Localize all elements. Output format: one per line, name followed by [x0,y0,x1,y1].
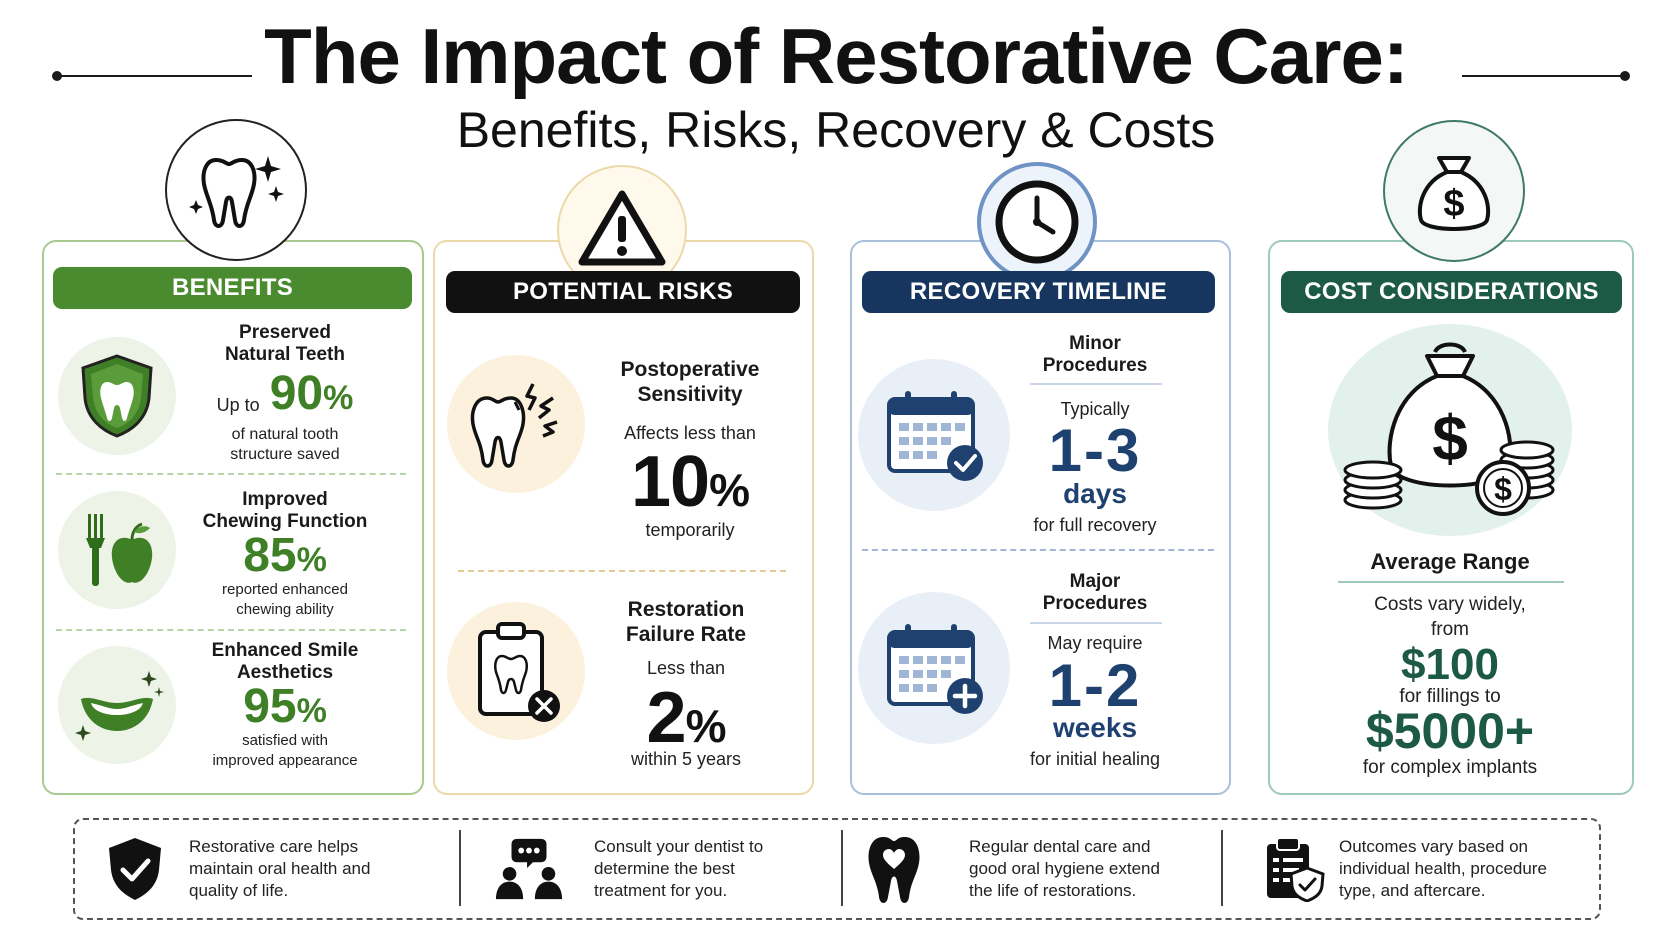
shield-check-icon [100,834,170,904]
risk-1-post: temporarily [645,520,735,540]
footer-note-3: Regular dental care and good oral hygien… [969,837,1160,900]
benefit-2-unit: % [296,541,327,579]
recovery-2-pre: May require [1047,633,1143,653]
recovery-divider [862,549,1214,551]
benefit-1-value: 90 [269,367,324,420]
shield-tooth-icon [58,337,176,455]
clipboard-shield-icon [1259,834,1329,904]
smile-icon [58,646,176,764]
risk-1-value: 10 [631,442,710,522]
svg-text:$: $ [1494,471,1512,507]
risk-2-unit: % [685,700,727,752]
benefit-1-unit: % [323,379,354,417]
title-rule-left [52,71,252,81]
benefit-1-label: Preserved Natural Teeth [224,322,345,365]
risk-2-label: Restoration Failure Rate [625,598,747,646]
risk-2-stat: 2% [586,680,786,764]
risks-header: POTENTIAL RISKS [446,271,800,313]
cost-underline [1338,581,1564,583]
recovery-2-unit: weeks [1052,712,1138,743]
footer-box [73,818,1601,920]
page-subtitle: Benefits, Risks, Recovery & Costs [456,102,1216,158]
footer-note-1: Restorative care helps maintain oral hea… [189,837,371,900]
footer-note-2: Consult your dentist to determine the be… [594,837,764,900]
page-title: The Impact of Restorative Care: [264,12,1409,100]
svg-text:$: $ [1443,183,1464,225]
cost-high-desc: for complex implants [1362,757,1538,778]
sparkling-tooth-icon [165,119,307,261]
benefit-2-value: 85 [243,529,297,582]
recovery-2-post: for initial healing [1029,749,1161,769]
cost-low: $100 [1401,640,1499,689]
recovery-1-label: Minor Procedures [1042,333,1148,376]
benefit-3-value: 95 [243,680,297,733]
benefit-3-unit: % [296,692,327,730]
benefits-header: BENEFITS [53,267,412,309]
risk-2-pre: Less than [646,658,726,678]
money-bag-icon: $ [1383,120,1525,262]
cost-low-desc: for fillings to [1399,686,1501,707]
benefits-divider-1 [56,473,406,475]
risk-1-stat: 10% [590,444,790,528]
recovery-2-underline [1030,622,1162,624]
risk-1-unit: % [709,464,750,516]
footer-separator-3 [1221,830,1223,906]
benefit-1-desc: of natural tooth structure saved [230,426,340,463]
people-chat-icon [494,834,564,904]
benefit-2-stat: 85% [190,530,380,586]
benefit-1-prefix: Up to [216,394,260,415]
clipboard-tooth-icon [447,602,585,740]
cost-desc: Costs vary widely, from [1374,594,1526,640]
recovery-1-underline [1030,383,1162,385]
benefit-3-desc: satisfied with improved appearance [212,732,358,769]
benefit-2-desc: reported enhanced chewing ability [222,581,348,618]
title-rule-right [1462,71,1630,81]
risk-2-value: 2 [646,678,687,758]
cost-label: Average Range [1370,549,1530,574]
fork-apple-icon [58,491,176,609]
benefit-1-stat: Up to 90% [190,368,380,424]
risk-2-post: within 5 years [630,749,742,769]
risks-divider [458,570,786,572]
recovery-header: RECOVERY TIMELINE [862,271,1215,313]
svg-text:$: $ [1432,402,1468,474]
benefit-2-label: Improved Chewing Function [202,489,368,532]
benefit-3-stat: 95% [190,681,380,737]
risk-1-label: Postoperative Sensitivity [620,358,760,406]
recovery-1-post: for full recovery [1033,515,1157,535]
cost-header: COST CONSIDERATIONS [1281,271,1622,313]
risk-1-pre: Affects less than [624,423,756,443]
benefit-3-label: Enhanced Smile Aesthetics [211,640,359,683]
recovery-1-value: 1-3 [1048,417,1142,484]
title-block: The Impact of Restorative Care: Benefits… [0,10,1672,160]
calendar-plus-icon [858,592,1010,744]
benefits-divider-2 [56,629,406,631]
footer-separator-2 [841,830,843,906]
money-bag-coins-icon: $ $ [1328,324,1572,536]
footer-note-4: Outcomes vary based on individual health… [1339,837,1547,900]
cost-high: $5000+ [1365,703,1535,759]
clock-icon [977,162,1097,282]
recovery-1-pre: Typically [1060,399,1130,419]
recovery-1-unit: days [1063,478,1127,509]
sensitive-tooth-icon [447,355,585,493]
recovery-2-label: Major Procedures [1042,571,1148,614]
footer-separator-1 [459,830,461,906]
recovery-2-value: 1-2 [1048,652,1142,719]
tooth-heart-icon [863,834,933,904]
calendar-check-icon [858,359,1010,511]
